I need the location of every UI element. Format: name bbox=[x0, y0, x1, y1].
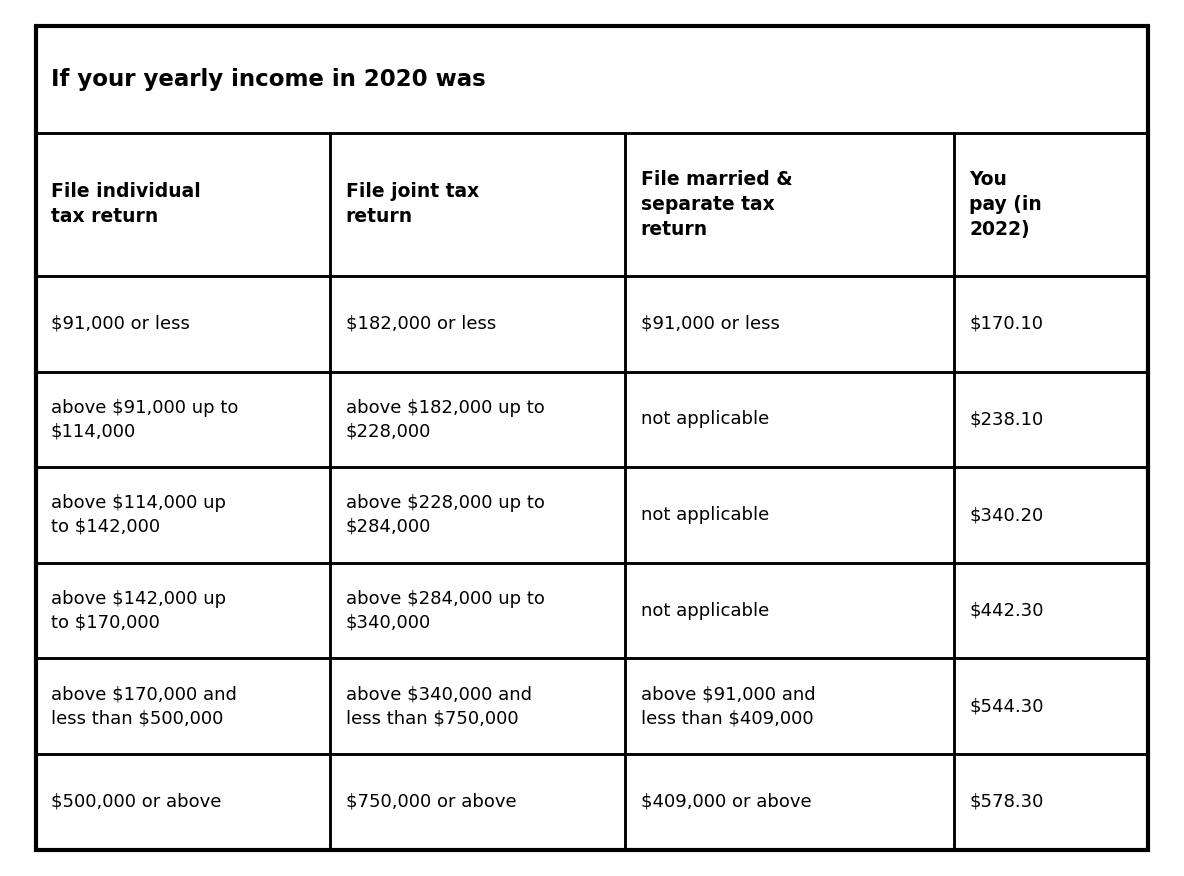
Text: above $114,000 up
to $142,000: above $114,000 up to $142,000 bbox=[51, 494, 226, 536]
Bar bbox=[625, 132, 954, 276]
Text: If your yearly income in 2020 was: If your yearly income in 2020 was bbox=[51, 68, 485, 91]
Text: $578.30: $578.30 bbox=[970, 793, 1043, 811]
Bar bbox=[330, 467, 625, 563]
Text: $182,000 or less: $182,000 or less bbox=[346, 314, 496, 333]
Bar bbox=[36, 754, 330, 850]
Bar bbox=[330, 563, 625, 659]
Bar bbox=[954, 563, 1148, 659]
Bar bbox=[954, 659, 1148, 754]
Bar bbox=[625, 754, 954, 850]
Text: above $284,000 up to
$340,000: above $284,000 up to $340,000 bbox=[346, 590, 545, 632]
Bar bbox=[625, 659, 954, 754]
Bar bbox=[625, 276, 954, 371]
Text: above $91,000 up to
$114,000: above $91,000 up to $114,000 bbox=[51, 399, 238, 441]
Text: File married &
separate tax
return: File married & separate tax return bbox=[641, 170, 792, 239]
Bar bbox=[36, 26, 1148, 132]
Text: $91,000 or less: $91,000 or less bbox=[51, 314, 189, 333]
Bar bbox=[954, 754, 1148, 850]
Text: above $340,000 and
less than $750,000: above $340,000 and less than $750,000 bbox=[346, 686, 532, 727]
Text: above $91,000 and
less than $409,000: above $91,000 and less than $409,000 bbox=[641, 686, 816, 727]
Bar bbox=[330, 371, 625, 467]
Bar bbox=[36, 132, 330, 276]
Text: above $182,000 up to
$228,000: above $182,000 up to $228,000 bbox=[346, 399, 545, 441]
Bar bbox=[625, 371, 954, 467]
Bar bbox=[954, 754, 1148, 850]
Bar bbox=[625, 754, 954, 850]
Bar bbox=[954, 659, 1148, 754]
Bar bbox=[954, 132, 1148, 276]
Bar bbox=[954, 563, 1148, 659]
Text: above $170,000 and
less than $500,000: above $170,000 and less than $500,000 bbox=[51, 686, 237, 727]
Bar bbox=[330, 132, 625, 276]
Bar bbox=[625, 659, 954, 754]
Text: not applicable: not applicable bbox=[641, 602, 770, 619]
Bar bbox=[330, 276, 625, 371]
Bar bbox=[36, 563, 330, 659]
Bar bbox=[36, 371, 330, 467]
Bar bbox=[625, 371, 954, 467]
Bar bbox=[625, 563, 954, 659]
Bar bbox=[330, 132, 625, 276]
Text: above $228,000 up to
$284,000: above $228,000 up to $284,000 bbox=[346, 494, 545, 536]
Bar bbox=[954, 276, 1148, 371]
Text: File joint tax
return: File joint tax return bbox=[346, 182, 480, 226]
Bar bbox=[36, 754, 330, 850]
Bar bbox=[36, 371, 330, 467]
Bar bbox=[330, 563, 625, 659]
Bar bbox=[954, 371, 1148, 467]
Text: $500,000 or above: $500,000 or above bbox=[51, 793, 221, 811]
Text: $170.10: $170.10 bbox=[970, 314, 1043, 333]
Bar bbox=[36, 467, 330, 563]
Bar bbox=[625, 276, 954, 371]
Bar bbox=[954, 276, 1148, 371]
Bar bbox=[36, 132, 330, 276]
Bar bbox=[625, 467, 954, 563]
Bar bbox=[36, 467, 330, 563]
Bar bbox=[954, 467, 1148, 563]
Text: not applicable: not applicable bbox=[641, 411, 770, 428]
Bar bbox=[36, 276, 330, 371]
Text: $442.30: $442.30 bbox=[970, 602, 1043, 619]
Text: not applicable: not applicable bbox=[641, 506, 770, 524]
Bar bbox=[625, 132, 954, 276]
Bar bbox=[954, 132, 1148, 276]
Text: above $142,000 up
to $170,000: above $142,000 up to $170,000 bbox=[51, 590, 226, 632]
Bar bbox=[330, 754, 625, 850]
Bar bbox=[330, 659, 625, 754]
Bar bbox=[330, 371, 625, 467]
Bar bbox=[36, 659, 330, 754]
Text: File individual
tax return: File individual tax return bbox=[51, 182, 200, 226]
Text: $409,000 or above: $409,000 or above bbox=[641, 793, 811, 811]
Bar bbox=[330, 467, 625, 563]
Bar bbox=[330, 754, 625, 850]
Text: $340.20: $340.20 bbox=[970, 506, 1043, 524]
Text: $750,000 or above: $750,000 or above bbox=[346, 793, 516, 811]
Bar bbox=[330, 659, 625, 754]
Bar bbox=[954, 467, 1148, 563]
Bar bbox=[954, 371, 1148, 467]
Text: $238.10: $238.10 bbox=[970, 411, 1043, 428]
Bar bbox=[36, 26, 1148, 132]
Text: You
pay (in
2022): You pay (in 2022) bbox=[970, 170, 1042, 239]
Bar bbox=[330, 276, 625, 371]
Text: $544.30: $544.30 bbox=[970, 697, 1043, 716]
Bar bbox=[36, 276, 330, 371]
Bar bbox=[36, 563, 330, 659]
Bar bbox=[625, 467, 954, 563]
Text: $91,000 or less: $91,000 or less bbox=[641, 314, 779, 333]
Bar bbox=[36, 659, 330, 754]
Bar bbox=[625, 563, 954, 659]
